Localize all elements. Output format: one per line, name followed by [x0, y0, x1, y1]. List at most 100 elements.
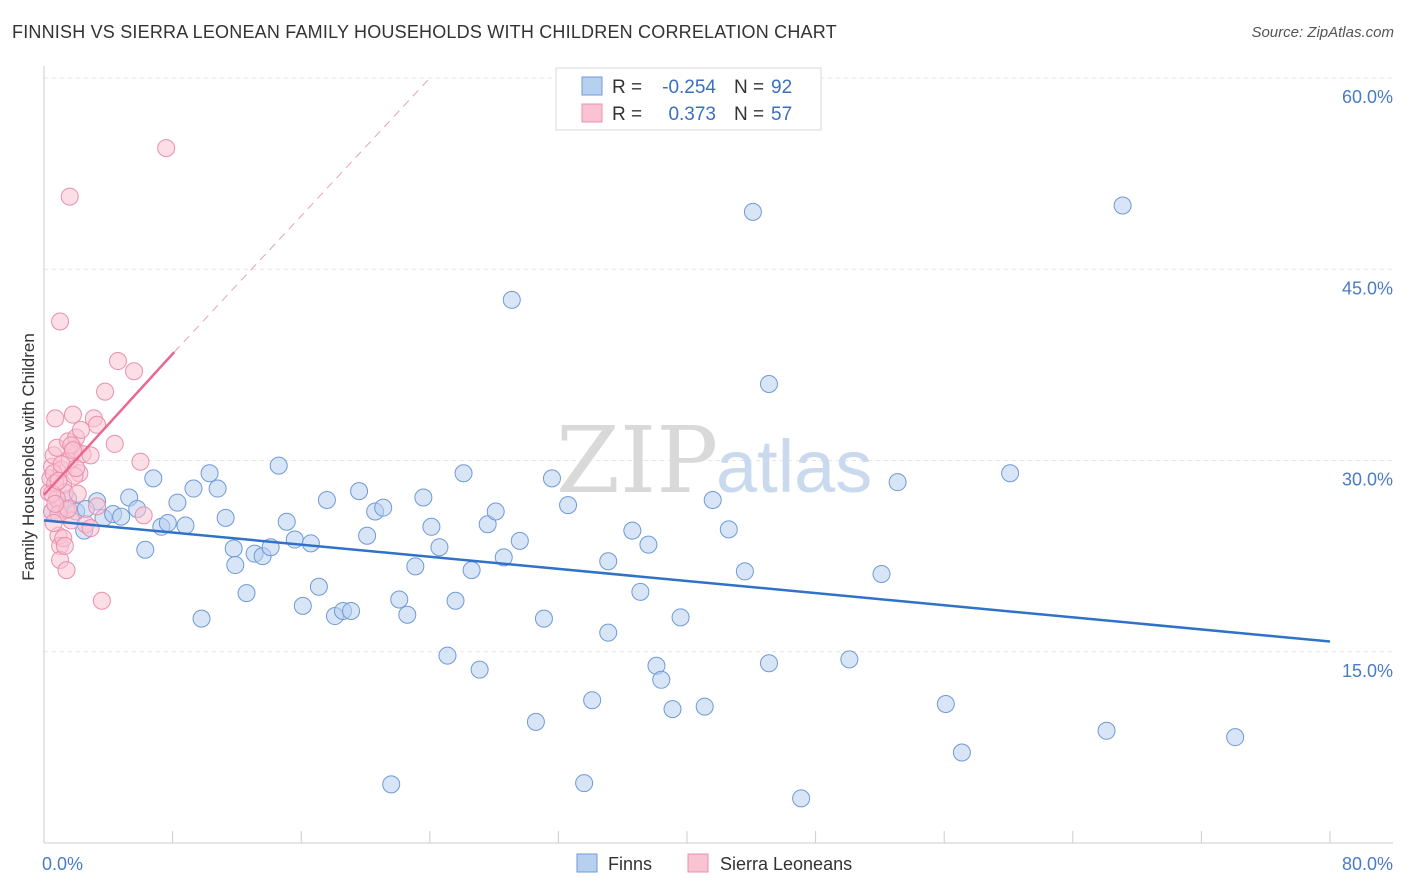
legend-r-label-1: R = [612, 77, 642, 98]
finns-point-42 [382, 775, 401, 794]
sierra-point-42 [88, 415, 107, 434]
trend-lines [43, 77, 1331, 643]
finns-point-38 [350, 482, 369, 501]
finns-point-77 [735, 562, 754, 581]
bottom-legend-sierra: Sierra Leoneans [720, 854, 852, 874]
finns-point-83 [872, 564, 891, 583]
finns-point-48 [430, 538, 449, 557]
bottom-legend-swatch-sierra [687, 853, 709, 873]
legend-r-value-2: 0.373 [668, 104, 716, 125]
finns-point-55 [486, 502, 505, 521]
finns-point-63 [575, 774, 594, 793]
sierra-point-20 [68, 484, 87, 503]
finns-point-74 [695, 697, 714, 716]
finns-point-54 [478, 515, 497, 534]
bottom-legend: Finns Sierra Leoneans [576, 853, 852, 874]
finns-point-79 [759, 654, 778, 673]
finns-point-69 [631, 582, 650, 601]
chart-title: FINNISH VS SIERRA LEONEAN FAMILY HOUSEHO… [12, 22, 837, 42]
sierra-point-36 [63, 441, 82, 460]
finns-point-11 [136, 540, 155, 559]
finns-point-46 [414, 488, 433, 507]
finns-point-89 [1113, 196, 1132, 215]
finns-point-75 [703, 491, 722, 510]
finns-point-49 [438, 646, 457, 665]
sierra-trend-extension [173, 77, 431, 353]
finns-point-34 [317, 491, 336, 510]
sierra-point-53 [46, 494, 65, 513]
finns-point-51 [454, 464, 473, 483]
finns-point-76 [719, 520, 738, 539]
bottom-legend-swatch-finns [576, 853, 598, 873]
finns-point-16 [176, 516, 195, 535]
top-legend: R = -0.254 N = 92 R = 0.373 N = 57 [555, 67, 822, 131]
sierra-point-49 [134, 506, 153, 525]
sierra-point-22 [71, 420, 90, 439]
finns-point-18 [192, 609, 211, 628]
finns-point-80 [759, 375, 778, 393]
y-axis-label: Family Households with Children [19, 333, 38, 581]
legend-n-value-2: 57 [771, 104, 792, 125]
y-tick-label-30: 30.0% [1342, 470, 1393, 490]
x-tick-label-min: 0.0% [42, 854, 83, 874]
finns-point-82 [840, 650, 859, 669]
legend-swatch-sierra [581, 103, 603, 123]
finns-point-73 [671, 608, 690, 627]
finns-point-41 [374, 498, 393, 517]
legend-r-value-1: -0.254 [662, 77, 716, 98]
sierra-point-28 [51, 312, 70, 331]
sierra-point-47 [125, 362, 144, 381]
finns-point-65 [599, 552, 618, 571]
sierra-point-32 [57, 561, 76, 580]
sierra-trend-line [43, 351, 176, 496]
finns-point-58 [510, 531, 529, 550]
finns-point-32 [301, 534, 320, 553]
finns-point-15 [168, 493, 187, 512]
finns-point-60 [534, 609, 553, 628]
y-tick-label-45: 45.0% [1342, 278, 1393, 298]
y-tick-label-15: 15.0% [1342, 661, 1393, 681]
finns-point-44 [398, 605, 417, 624]
finns-point-8 [112, 507, 131, 526]
finns-point-12 [144, 469, 163, 488]
legend-r-label-2: R = [612, 104, 642, 125]
finns-point-68 [639, 535, 658, 554]
watermark: ZIP atlas [556, 407, 872, 514]
finns-point-37 [342, 601, 361, 620]
finns-point-19 [200, 464, 219, 483]
sierra-point-5 [46, 409, 65, 428]
finns-point-17 [184, 479, 203, 498]
sierra-point-48 [131, 452, 150, 471]
sierra-point-55 [88, 497, 107, 516]
legend-n-label-2: N = [734, 104, 764, 125]
finns-point-52 [462, 561, 481, 580]
x-tick-label-max: 80.0% [1342, 854, 1393, 874]
sierra-point-54 [81, 519, 100, 538]
finns-point-88 [1097, 721, 1116, 740]
finns-point-53 [470, 660, 489, 679]
sierra-point-38 [67, 459, 86, 478]
finns-point-72 [663, 700, 682, 719]
finns-point-81 [792, 789, 811, 808]
sierra-point-31 [55, 536, 74, 555]
watermark-zip: ZIP [556, 407, 718, 514]
sierra-point-46 [108, 352, 127, 371]
legend-swatch-finns [581, 76, 603, 96]
legend-n-value-1: 92 [771, 77, 792, 98]
finns-point-21 [216, 508, 235, 527]
finns-point-31 [293, 596, 312, 615]
finns-point-33 [309, 577, 328, 596]
finns-point-45 [406, 557, 425, 576]
finns-point-61 [542, 469, 561, 488]
finns-point-29 [277, 512, 296, 531]
finns-point-56 [494, 548, 513, 567]
finns-point-62 [559, 496, 578, 515]
finns-point-22 [224, 539, 243, 558]
finns-point-14 [158, 513, 177, 532]
grid-lines [44, 77, 1393, 653]
finns-point-23 [226, 556, 245, 575]
axes [43, 66, 1393, 844]
finns-point-20 [208, 479, 227, 498]
bottom-legend-finns: Finns [608, 854, 652, 874]
finns-point-87 [1001, 464, 1020, 483]
